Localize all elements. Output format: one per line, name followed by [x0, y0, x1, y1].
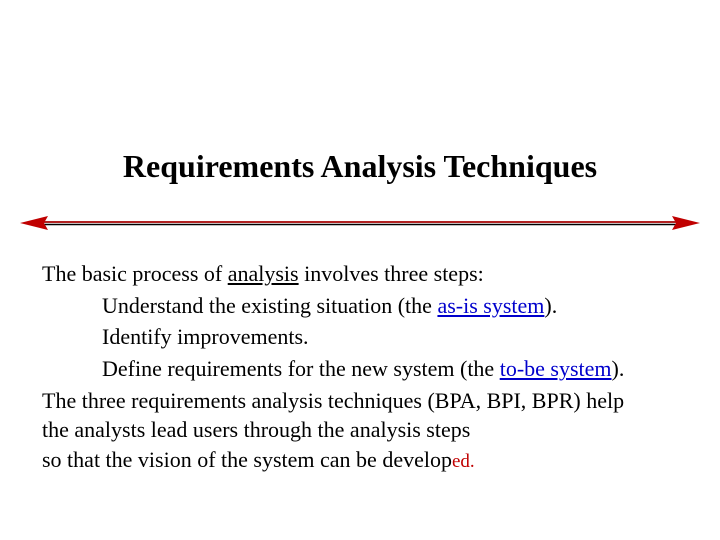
double-arrow-divider [20, 213, 700, 233]
intro-underlined: analysis [228, 261, 299, 286]
intro-prefix: The basic process of [42, 261, 228, 286]
arrow-left-icon [20, 216, 48, 230]
intro-suffix: involves three steps: [299, 261, 484, 286]
closing-line-3-accent: ed. [452, 451, 475, 472]
step-item: Define requirements for the new system (… [102, 354, 678, 384]
step-prefix: Identify improvements. [102, 324, 309, 349]
intro-line: The basic process of analysis involves t… [42, 259, 678, 289]
step-prefix: Understand the existing situation (the [102, 293, 437, 318]
closing-line-2: the analysts lead users through the anal… [42, 415, 678, 445]
closing-line-1: The three requirements analysis techniqu… [42, 386, 678, 416]
closing-line-3: so that the vision of the system can be … [42, 445, 678, 475]
step-item: Identify improvements. [102, 322, 678, 352]
arrow-right-icon [672, 216, 700, 230]
divider-container [0, 213, 720, 233]
slide-body: The basic process of analysis involves t… [0, 259, 720, 475]
closing-line-3-main: so that the vision of the system can be … [42, 447, 452, 472]
step-highlight: as-is system [437, 293, 544, 318]
slide: Requirements Analysis Techniques The bas… [0, 0, 720, 540]
step-highlight: to-be system [500, 356, 612, 381]
step-item: Understand the existing situation (the a… [102, 291, 678, 321]
closing-block: The three requirements analysis techniqu… [42, 386, 678, 475]
step-suffix: ). [544, 293, 557, 318]
steps-list: Understand the existing situation (the a… [42, 291, 678, 384]
step-suffix: ). [612, 356, 625, 381]
step-prefix: Define requirements for the new system (… [102, 356, 500, 381]
slide-title: Requirements Analysis Techniques [0, 148, 720, 185]
